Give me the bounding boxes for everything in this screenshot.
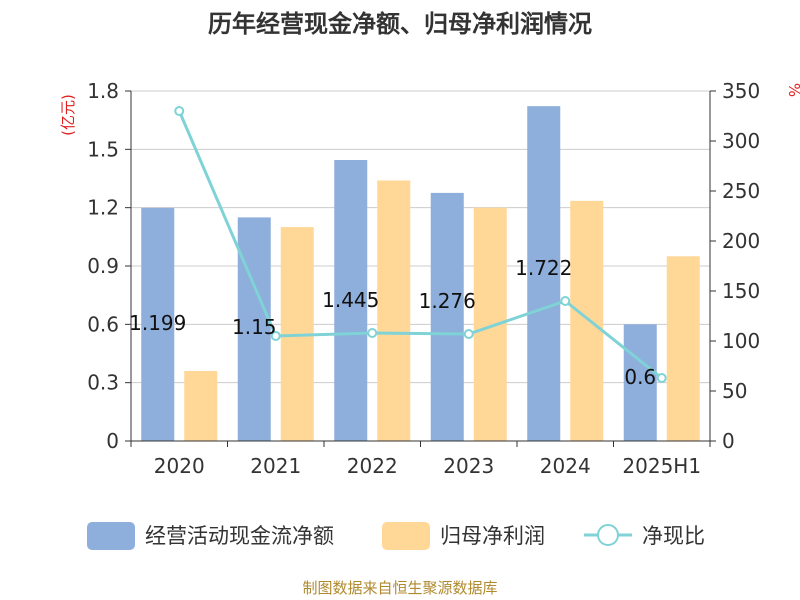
bars [141,106,700,442]
bar-cashflow [141,207,175,441]
line-point [270,331,281,341]
x-tick-label: 2021 [250,454,301,478]
y-right-unit: % [785,83,800,97]
legend-label: 归母净利润 [440,524,545,548]
legend-label: 净现比 [642,524,705,548]
bar-netprofit [377,180,411,441]
line-path [177,110,663,380]
y-left-tick-label: 0.3 [87,371,119,395]
legend-swatch [382,522,430,550]
legend: 经营活动现金流净额 归母净利润 净现比 [87,522,705,550]
y-left-tick-label: 0.6 [87,312,119,336]
line-point [560,296,571,306]
bar-cashflow [237,217,271,441]
x-tick-label: 2022 [347,454,398,478]
data-label: 1.722 [515,256,572,280]
y-right-tick-label: 200 [722,229,760,253]
data-label: 1.276 [419,289,476,313]
y-left-unit: (亿元) [59,94,77,136]
bar-netprofit [570,200,604,441]
y-right-tick-label: 350 [722,79,760,103]
legend-marker [597,524,619,546]
legend-label: 经营活动现金流净额 [145,524,334,548]
line-series [174,106,667,383]
y-right-tick-label: 150 [722,279,760,303]
data-label: 1.445 [322,288,379,312]
y-right-tick-label: 300 [722,129,760,153]
source-note: 制图数据来自恒生聚源数据库 [302,579,497,597]
bar-netprofit [473,207,507,441]
bar-netprofit [184,371,218,441]
y-left-tick-label: 0 [106,429,119,453]
y-left-tick-label: 1.2 [87,196,119,220]
bar-cashflow [334,160,368,441]
data-label: 0.6 [624,365,656,389]
x-tick-label: 2024 [540,454,591,478]
y-right-tick-label: 0 [722,429,735,453]
bar-cashflow [430,192,464,441]
y-right-tick-label: 100 [722,329,760,353]
x-tick-label: 2020 [154,454,205,478]
y-left-tick-label: 1.8 [87,79,119,103]
x-tick-label: 2025H1 [622,454,701,478]
data-label: 1.199 [129,311,186,335]
bar-cashflow [527,106,561,442]
axes: 0 0.3 0.6 0.9 1.2 1.5 1.8 0 50 100 150 200 250 300 350… [87,79,760,478]
data-labels: 1.199 1.15 1.445 1.276 1.722 0.6 [129,256,656,389]
chart-title: 历年经营现金净额、归母净利润情况 [208,10,592,38]
line-point [463,329,474,339]
bar-cashflow [623,324,657,441]
line-point [174,106,185,116]
y-left-tick-label: 1.5 [87,137,119,161]
y-right-tick-label: 250 [722,179,760,203]
line-point [367,328,378,338]
grid [131,90,710,442]
data-label: 1.15 [232,315,277,339]
x-tick-label: 2023 [443,454,494,478]
legend-swatch [87,522,135,550]
y-right-tick-label: 50 [722,379,747,403]
y-left-tick-label: 0.9 [87,254,119,278]
bar-netprofit [666,256,700,441]
line-point [656,373,667,383]
